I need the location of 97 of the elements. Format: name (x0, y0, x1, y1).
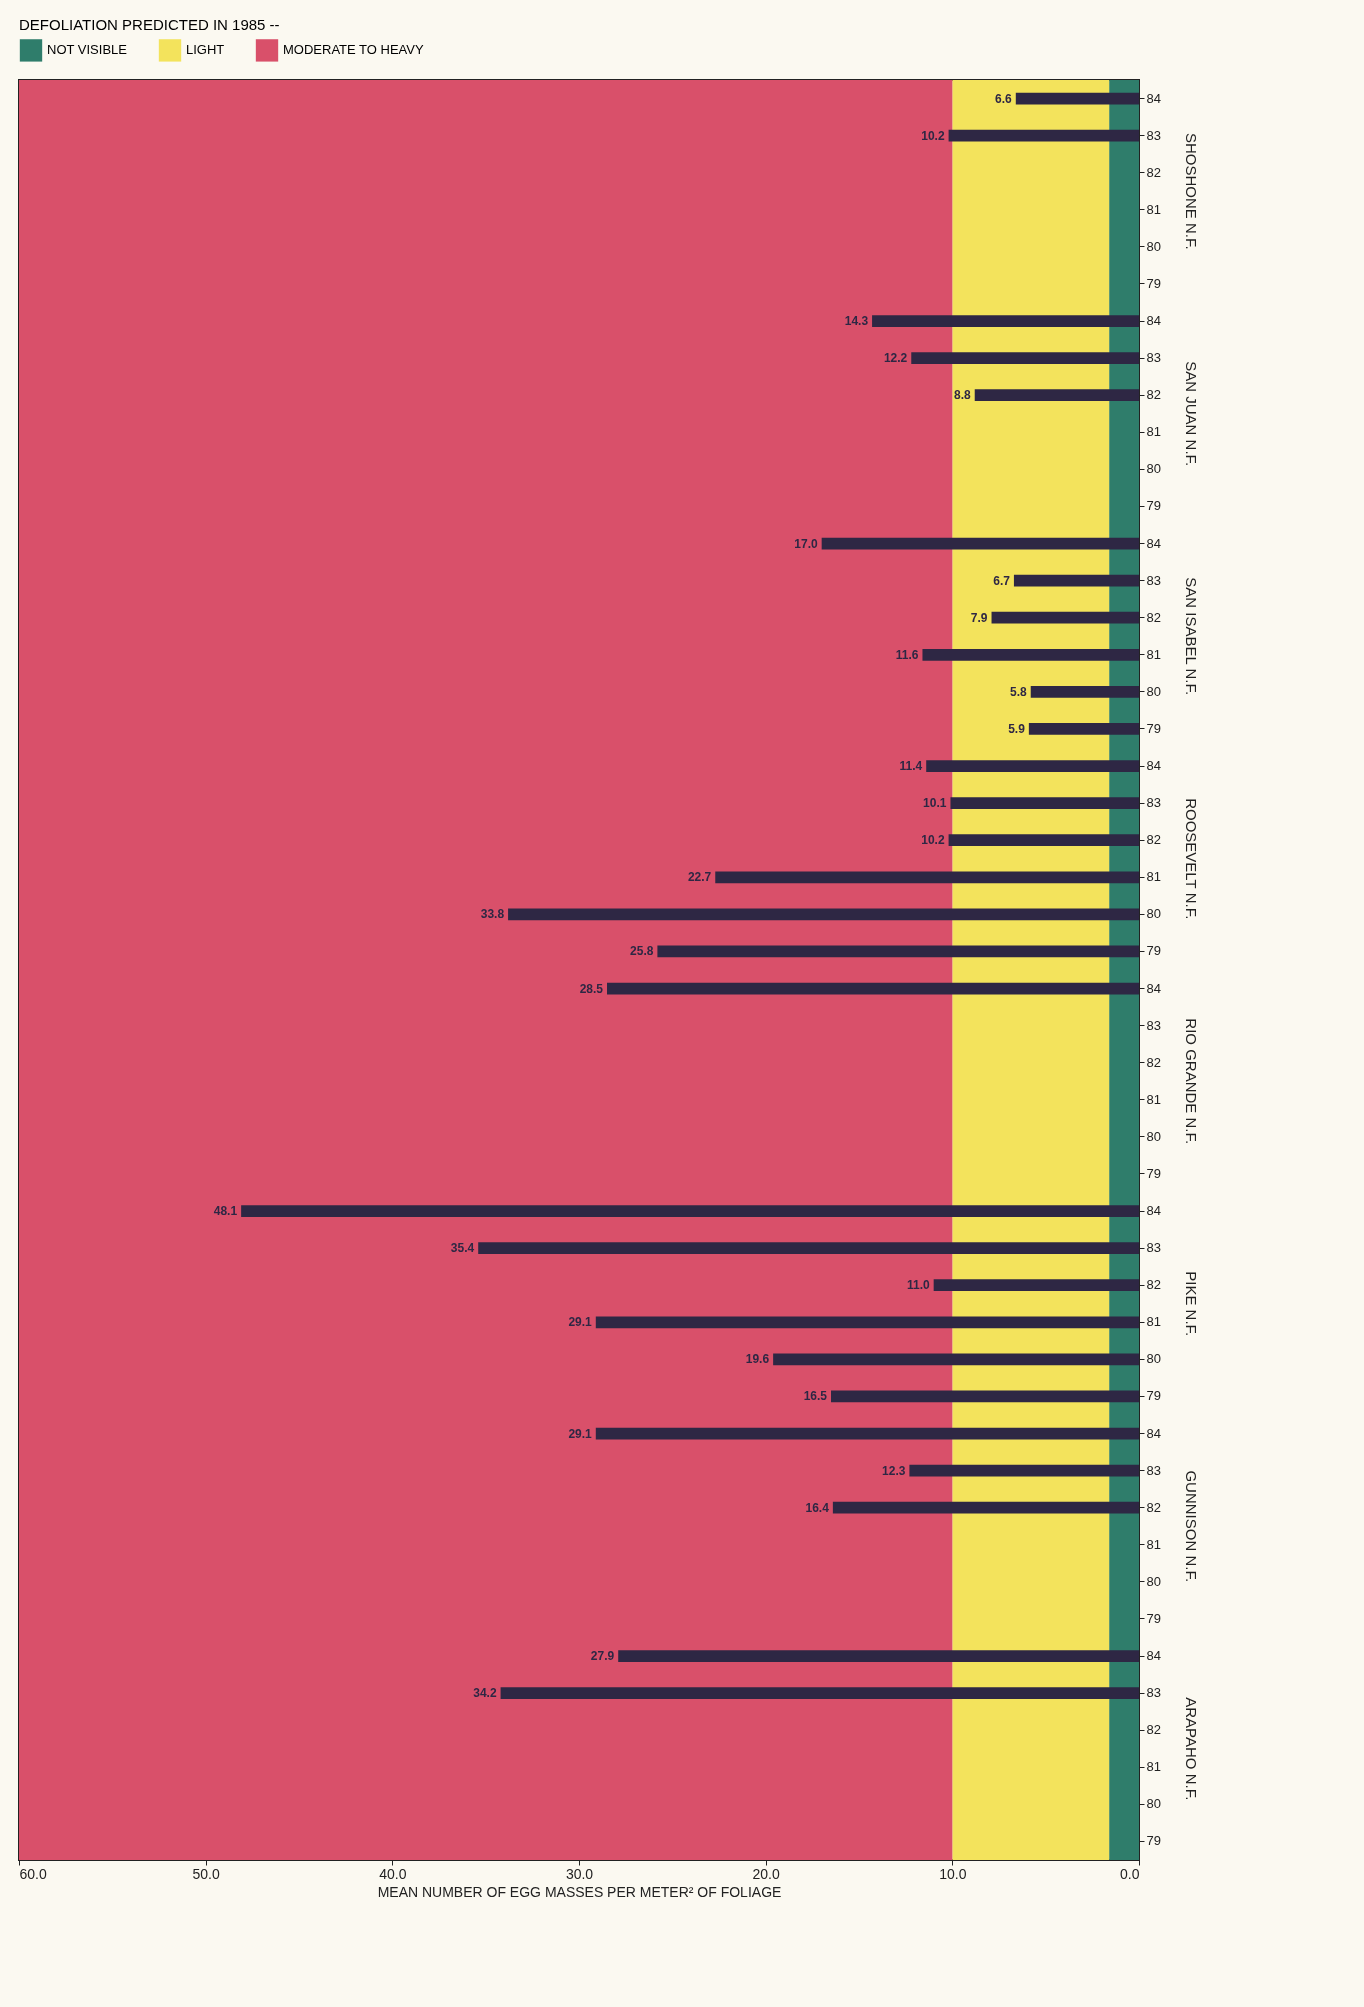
data-label: 6.6 (995, 91, 1013, 106)
text: ROOSEVELT N.F. (1183, 798, 1200, 920)
y-tick-label: 83 (1146, 572, 1161, 588)
y-tick-label: 83 (1146, 1462, 1161, 1478)
x-tick-label: 60.0 (19, 1865, 47, 1882)
y-tick-label: 84 (1146, 758, 1161, 774)
y-tick-label: 82 (1146, 609, 1161, 625)
data-label: 17.0 (794, 536, 818, 551)
data-label: 11.6 (895, 647, 919, 662)
y-tick-label: 81 (1146, 1536, 1161, 1552)
y-tick-label: 83 (1146, 127, 1161, 143)
data-label: 11.0 (906, 1278, 930, 1293)
text: ARAPAHO N.F. (1183, 1697, 1200, 1801)
y-tick-label: 83 (1146, 1017, 1161, 1033)
data-label: 10.1 (923, 796, 947, 811)
text: SAN ISABEL N.F. (1183, 577, 1200, 696)
y-tick-label: 82 (1146, 1277, 1161, 1293)
y-tick-label: 80 (1146, 1796, 1161, 1812)
x-tick-label: 10.0 (939, 1865, 967, 1882)
data-label: 16.4 (805, 1500, 830, 1515)
data-label: 12.2 (883, 351, 908, 366)
x-tick-label: 40.0 (379, 1865, 407, 1882)
data-label: 7.9 (970, 610, 988, 625)
y-tick-label: 84 (1146, 535, 1161, 551)
y-tick-label: 82 (1146, 1054, 1161, 1070)
legend-label: LIGHT (186, 42, 225, 58)
y-tick-label: 83 (1146, 1685, 1161, 1701)
y-tick-label: 81 (1146, 1759, 1161, 1775)
y-tick-label: 84 (1146, 1203, 1161, 1219)
y-tick-label: 79 (1146, 1610, 1161, 1626)
y-tick-label: 83 (1146, 350, 1161, 366)
x-tick-label: 20.0 (752, 1865, 780, 1882)
y-tick-label: 79 (1146, 1388, 1161, 1404)
y-tick-label: 82 (1146, 832, 1161, 848)
data-label: 28.5 (579, 981, 604, 996)
y-tick-label: 81 (1146, 424, 1161, 440)
y-tick-label: 80 (1146, 461, 1161, 477)
text: SAN JUAN N.F. (1183, 361, 1200, 467)
y-tick-label: 80 (1146, 1351, 1161, 1367)
data-label: 8.8 (954, 388, 972, 403)
x-axis-title: MEAN NUMBER OF EGG MASSES PER METER² OF FOLIAGE (377, 1883, 782, 1900)
data-label: 27.9 (590, 1649, 615, 1664)
y-tick-label: 82 (1146, 1499, 1161, 1515)
data-label: 14.3 (844, 314, 869, 329)
y-tick-label: 83 (1146, 795, 1161, 811)
y-tick-label: 80 (1146, 906, 1161, 922)
data-label: 34.2 (473, 1686, 497, 1701)
y-tick-label: 81 (1146, 1314, 1161, 1330)
data-label: 11.4 (899, 759, 923, 774)
data-label: 5.9 (1008, 721, 1026, 736)
y-tick-label: 82 (1146, 164, 1161, 180)
data-label: 5.8 (1010, 684, 1028, 699)
y-tick-label: 80 (1146, 1573, 1161, 1589)
y-tick-label: 80 (1146, 1128, 1161, 1144)
data-label: 33.8 (480, 907, 505, 922)
y-tick-label: 82 (1146, 387, 1161, 403)
x-tick-label: 0.0 (1120, 1865, 1140, 1882)
y-tick-label: 84 (1146, 1425, 1161, 1441)
data-label: 25.8 (630, 944, 654, 959)
data-label: 16.5 (803, 1389, 828, 1404)
data-label: 6.7 (993, 573, 1011, 588)
data-label: 12.3 (882, 1463, 906, 1478)
text: GUNNISON N.F. (1183, 1470, 1200, 1583)
data-label: 48.1 (213, 1204, 238, 1219)
y-tick-label: 79 (1146, 498, 1161, 514)
data-label: 10.2 (921, 833, 945, 848)
y-tick-label: 84 (1146, 980, 1161, 996)
y-tick-label: 79 (1146, 943, 1161, 959)
legend-label: NOT VISIBLE (47, 42, 128, 58)
y-tick-label: 79 (1146, 1833, 1161, 1849)
data-label: 29.1 (568, 1426, 593, 1441)
text: RIO GRANDE N.F. (1183, 1018, 1200, 1145)
y-tick-label: 81 (1146, 869, 1161, 885)
text: SHOSHONE N.F. (1183, 132, 1200, 250)
y-tick-label: 81 (1146, 1091, 1161, 1107)
y-tick-label: 79 (1146, 720, 1161, 736)
legend-label: MODERATE TO HEAVY (283, 42, 424, 58)
y-tick-label: 80 (1146, 683, 1161, 699)
y-tick-label: 84 (1146, 90, 1161, 106)
y-tick-label: 81 (1146, 201, 1161, 217)
data-label: 10.2 (921, 128, 945, 143)
y-tick-label: 79 (1146, 275, 1161, 291)
x-tick-label: 50.0 (192, 1865, 220, 1882)
y-tick-label: 83 (1146, 1240, 1161, 1256)
data-label: 35.4 (450, 1241, 475, 1256)
legend-title: DEFOLIATION PREDICTED IN 1985 -- (19, 16, 280, 33)
y-tick-label: 79 (1146, 1165, 1161, 1181)
data-label: 29.1 (568, 1315, 593, 1330)
x-tick-label: 30.0 (565, 1865, 594, 1882)
y-tick-label: 82 (1146, 1722, 1161, 1738)
data-label: 22.7 (687, 870, 712, 885)
data-label: 19.6 (745, 1352, 770, 1367)
y-tick-label: 84 (1146, 1648, 1161, 1664)
y-tick-label: 84 (1146, 313, 1161, 329)
text: PIKE N.F. (1183, 1271, 1200, 1337)
y-tick-label: 81 (1146, 646, 1161, 662)
y-tick-label: 80 (1146, 238, 1161, 254)
